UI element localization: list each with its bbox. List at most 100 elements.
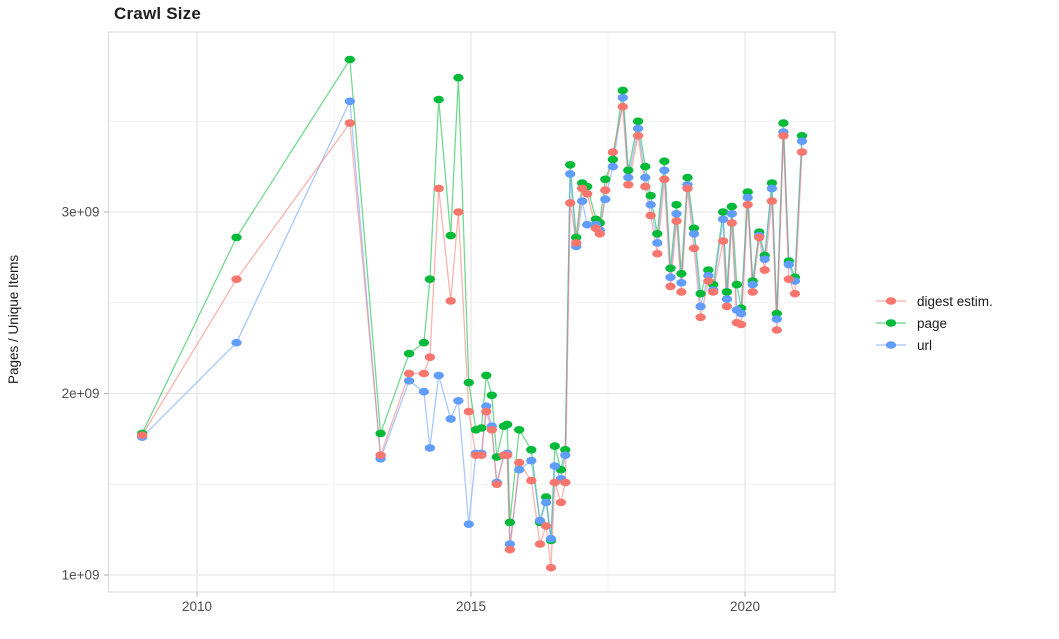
data-point-digest-estim (783, 275, 794, 284)
data-point-page (418, 338, 430, 347)
legend-key-digest-estim-icon (876, 297, 906, 305)
x-tick-label: 2015 (456, 599, 486, 614)
data-point-digest-estim (671, 217, 682, 225)
data-point-page (717, 208, 729, 216)
data-point-digest-estim (502, 451, 513, 460)
data-point-page (504, 518, 516, 527)
data-point-page (726, 202, 737, 211)
data-point-digest-estim (708, 288, 719, 296)
data-point-page (600, 175, 611, 184)
data-point-digest-estim (486, 426, 497, 434)
legend-item-digest-estim: digest estim. (874, 290, 993, 312)
axes: 2010 2015 2020 3e+09 2e+09 1e+09 (62, 205, 760, 615)
data-point-digest-estim (645, 211, 656, 220)
data-point-url (695, 302, 706, 311)
data-point-url (481, 402, 492, 411)
data-point-digest-estim (607, 148, 619, 156)
data-point-digest-estim (747, 288, 758, 296)
data-point-digest-estim (453, 208, 464, 216)
data-point-digest-estim (582, 190, 593, 198)
data-point-url (652, 239, 663, 247)
data-point-url (607, 162, 619, 171)
panel-border (107, 31, 836, 593)
data-point-page (540, 493, 552, 501)
data-point-digest-estim (514, 458, 525, 467)
legend-key-page-icon (876, 319, 906, 327)
data-point-page (560, 446, 571, 454)
data-point-url (549, 462, 560, 470)
data-point-url (771, 315, 782, 323)
data-point-page (665, 264, 676, 273)
y-axis-title: Pages / Unique Items (6, 254, 21, 385)
data-point-digest-estim (424, 353, 436, 362)
data-point-page (433, 95, 444, 104)
data-point-url (703, 271, 714, 280)
data-point-digest-estim (526, 476, 537, 485)
data-point-digest-estim (565, 199, 576, 207)
data-point-page (731, 280, 742, 289)
data-point-digest-estim (555, 498, 567, 507)
data-point-url (445, 415, 456, 423)
data-point-digest-estim (640, 182, 651, 191)
legend-item-url: url (874, 334, 993, 356)
data-point-url (721, 295, 733, 303)
data-point-url (463, 520, 474, 528)
data-point-page (778, 119, 789, 127)
data-point-url (783, 260, 794, 269)
data-point-digest-estim (137, 431, 148, 440)
legend-item-page: page (874, 312, 993, 334)
data-point-page (742, 188, 753, 196)
data-point-page (682, 173, 693, 182)
data-point-digest-estim (549, 478, 560, 487)
data-point-page (476, 424, 487, 432)
data-point-digest-estim (375, 451, 386, 460)
data-point-page (645, 191, 656, 200)
data-point-digest-estim (577, 184, 588, 193)
data-point-page (375, 429, 386, 438)
data-point-page (659, 157, 670, 165)
data-point-digest-estim (560, 478, 571, 487)
data-point-page (502, 420, 513, 429)
data-point-page (676, 269, 687, 278)
chart-title: Crawl Size (114, 4, 202, 23)
data-point-digest-estim (344, 119, 356, 127)
data-point-url (514, 465, 525, 474)
data-point-url (640, 173, 651, 182)
data-point-page (607, 155, 619, 164)
data-point-digest-estim (721, 302, 733, 311)
data-point-url (766, 184, 778, 193)
data-point-digest-estim (754, 233, 765, 242)
data-point-digest-estim (491, 480, 502, 489)
data-point-url (403, 377, 415, 385)
data-point-page (549, 442, 560, 450)
data-point-digest-estim (445, 297, 456, 305)
data-point-digest-estim (463, 407, 474, 416)
data-point-url (726, 210, 737, 218)
data-point-digest-estim (688, 244, 700, 253)
data-point-digest-estim (771, 326, 782, 334)
x-tick-label: 2020 (730, 599, 760, 614)
data-point-digest-estim (534, 540, 546, 548)
y-tick-label: 1e+09 (62, 568, 100, 583)
data-point-url (796, 137, 808, 145)
legend-label: page (917, 315, 948, 331)
y-tick-label: 3e+09 (62, 205, 100, 220)
data-point-digest-estim (796, 148, 808, 156)
data-point-page (652, 230, 663, 238)
data-point-url (504, 540, 516, 548)
data-point-page (640, 162, 651, 171)
data-point-digest-estim (481, 407, 492, 416)
data-point-digest-estim (623, 181, 634, 189)
data-point-url (540, 498, 552, 507)
data-point-url (418, 387, 430, 396)
data-point-url (623, 173, 634, 182)
data-point-url (742, 193, 753, 202)
data-point-page (771, 309, 782, 318)
x-tick-label: 2010 (182, 599, 212, 614)
series-points-digest-estim (137, 102, 808, 572)
data-point-digest-estim (540, 522, 552, 530)
data-point-url (565, 170, 576, 178)
data-point-page (632, 117, 644, 126)
data-point-digest-estim (695, 313, 706, 322)
data-point-page (703, 266, 714, 274)
